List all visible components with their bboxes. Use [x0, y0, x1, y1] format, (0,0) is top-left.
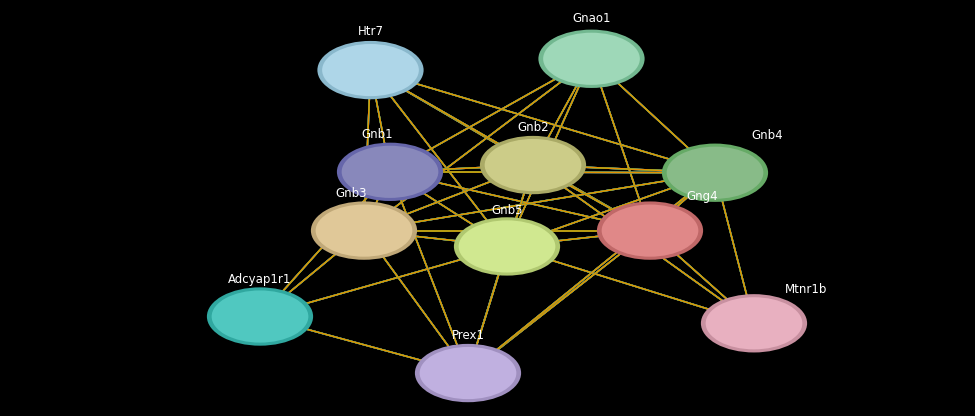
- Ellipse shape: [480, 136, 586, 194]
- Ellipse shape: [666, 146, 764, 200]
- Text: Gng4: Gng4: [686, 191, 718, 203]
- Ellipse shape: [484, 138, 582, 192]
- Ellipse shape: [701, 294, 807, 352]
- Ellipse shape: [311, 201, 417, 260]
- Text: Gnb5: Gnb5: [491, 204, 523, 217]
- Text: Gnb4: Gnb4: [751, 129, 783, 142]
- Text: Htr7: Htr7: [358, 25, 383, 37]
- Text: Prex1: Prex1: [451, 329, 485, 342]
- Text: Gnb3: Gnb3: [335, 187, 367, 200]
- Ellipse shape: [705, 296, 803, 350]
- Text: Gnao1: Gnao1: [572, 12, 610, 25]
- Text: Gnb2: Gnb2: [517, 121, 549, 134]
- Ellipse shape: [340, 145, 440, 199]
- Text: Gnb1: Gnb1: [361, 128, 393, 141]
- Ellipse shape: [211, 290, 309, 344]
- Ellipse shape: [542, 32, 641, 86]
- Ellipse shape: [321, 43, 420, 97]
- Ellipse shape: [315, 203, 413, 258]
- Ellipse shape: [337, 143, 443, 201]
- Ellipse shape: [418, 346, 518, 400]
- Ellipse shape: [207, 287, 313, 346]
- Ellipse shape: [454, 217, 560, 275]
- Ellipse shape: [318, 41, 423, 99]
- Text: Mtnr1b: Mtnr1b: [785, 283, 827, 296]
- Text: Adcyap1r1: Adcyap1r1: [228, 273, 292, 286]
- Ellipse shape: [415, 344, 521, 402]
- Ellipse shape: [457, 219, 557, 274]
- Ellipse shape: [601, 203, 699, 258]
- Ellipse shape: [538, 30, 644, 88]
- Ellipse shape: [597, 201, 703, 260]
- Ellipse shape: [662, 144, 768, 202]
